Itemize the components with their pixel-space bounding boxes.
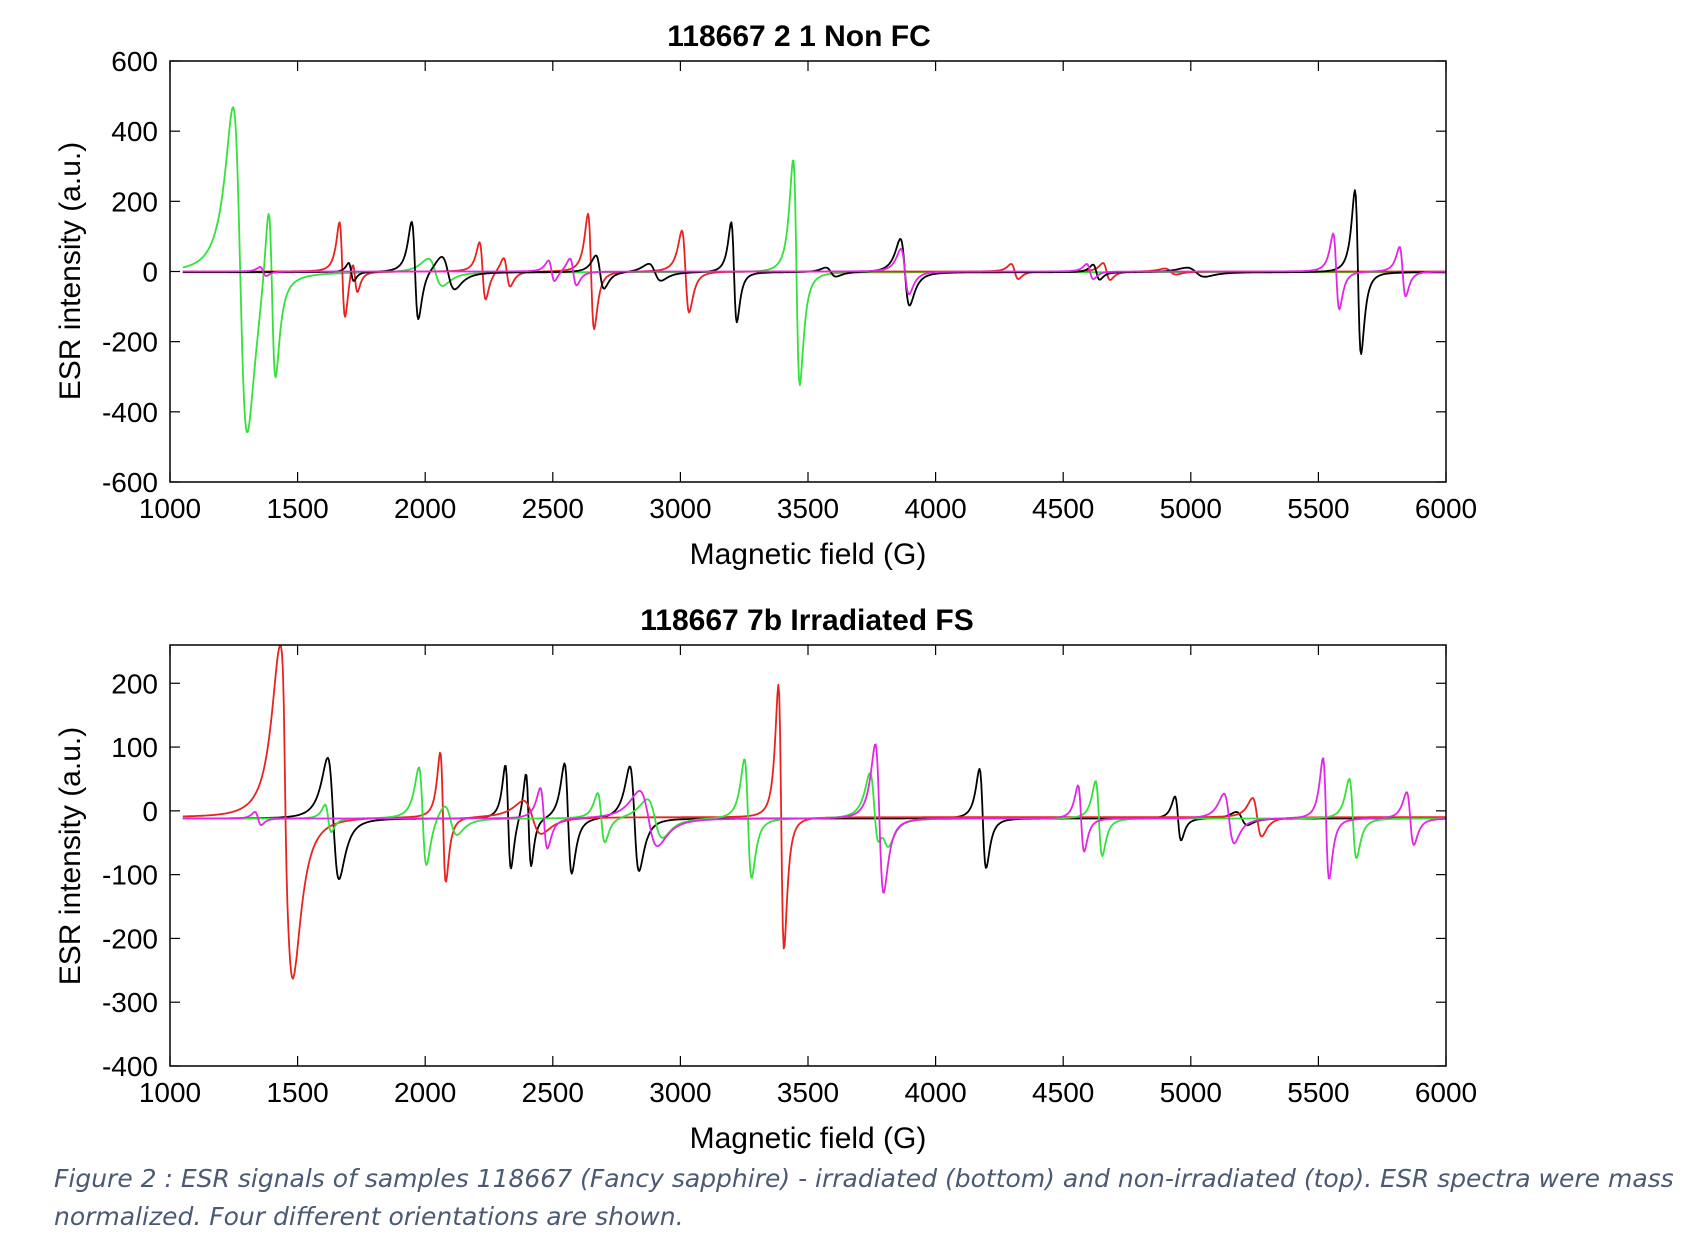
chart-top-xtick-label: 4000: [904, 493, 966, 524]
chart-top-xtick-label: 2000: [394, 493, 456, 524]
chart-bottom-xtick-label: 5000: [1160, 1077, 1222, 1108]
chart-top-series-magenta: [182, 232, 1447, 311]
chart-top-ytick-label: -400: [102, 397, 158, 428]
chart-bottom-xtick-label: 4000: [904, 1077, 966, 1108]
chart-top-title: 118667 2 1 Non FC: [667, 20, 930, 53]
chart-bottom-ytick-label: 100: [111, 732, 158, 763]
chart-top-ytick-label: 200: [111, 186, 158, 217]
chart-bottom-xtick-label: 2000: [394, 1077, 456, 1108]
chart-top-xtick-label: 3000: [649, 493, 711, 524]
chart-bottom: 118667 7b Irradiated FS 1000 1500 2000 2500…: [54, 604, 1477, 1155]
figure-caption: Figure 2 : ESR signals of samples 118667…: [54, 1164, 1674, 1231]
chart-top-ylabel: ESR intensity (a.u.): [54, 142, 87, 400]
chart-bottom-ytick-label: 0: [142, 796, 158, 827]
chart-bottom-ytick-label: -100: [102, 860, 158, 891]
chart-top-xtick-label: 5000: [1160, 493, 1222, 524]
chart-bottom-series-red: [182, 644, 1446, 980]
chart-bottom-ytick-label: -300: [102, 987, 158, 1018]
chart-top-ytick-label: 600: [111, 46, 158, 77]
chart-bottom-xtick-label: 5500: [1287, 1077, 1349, 1108]
chart-top-xtick-label: 6000: [1415, 493, 1477, 524]
chart-top-ytick-label: -600: [102, 467, 158, 498]
chart-bottom-title: 118667 7b Irradiated FS: [640, 604, 974, 637]
chart-bottom-ytick-label: 200: [111, 668, 158, 699]
chart-bottom-xtick-label: 2500: [522, 1077, 584, 1108]
chart-top-ytick-label: 400: [111, 116, 158, 147]
chart-top-ytick-label: -200: [102, 327, 158, 358]
chart-top-ytick-label: 0: [142, 257, 158, 288]
chart-top-xtick-label: 2500: [522, 493, 584, 524]
chart-bottom-series-magenta: [182, 743, 1447, 894]
chart-top-xlabel: Magnetic field (G): [690, 538, 927, 571]
chart-bottom-ytick-label: -200: [102, 923, 158, 954]
chart-bottom-xtick-label: 4500: [1032, 1077, 1094, 1108]
chart-top-plot-frame: [169, 60, 1447, 483]
chart-top-xtick-label: 1500: [266, 493, 328, 524]
chart-bottom-plot-frame: [169, 644, 1447, 1067]
chart-bottom-xtick-label: 1500: [266, 1077, 328, 1108]
chart-top-series-green: [182, 106, 1446, 433]
chart-bottom-ytick-label: -400: [102, 1051, 158, 1082]
chart-bottom-xtick-label: 3500: [777, 1077, 839, 1108]
chart-bottom-xlabel: Magnetic field (G): [690, 1122, 927, 1155]
chart-bottom-xtick-label: 3000: [649, 1077, 711, 1108]
chart-bottom-xtick-label: 6000: [1415, 1077, 1477, 1108]
chart-bottom-ylabel: ESR intensity (a.u.): [54, 727, 87, 985]
chart-top-xtick-label: 5500: [1287, 493, 1349, 524]
chart-top-xtick-label: 4500: [1032, 493, 1094, 524]
chart-top: 118667 2 1 Non FC 1000 1500 2000 2500 3000 35…: [54, 20, 1477, 571]
chart-top-xtick-label: 3500: [777, 493, 839, 524]
chart-top-xtick-label: 1000: [139, 493, 201, 524]
chart-bottom-xtick-label: 1000: [139, 1077, 201, 1108]
esr-figure: 118667 2 1 Non FC 1000 1500 2000 2500 3000 35…: [54, 20, 1477, 1155]
